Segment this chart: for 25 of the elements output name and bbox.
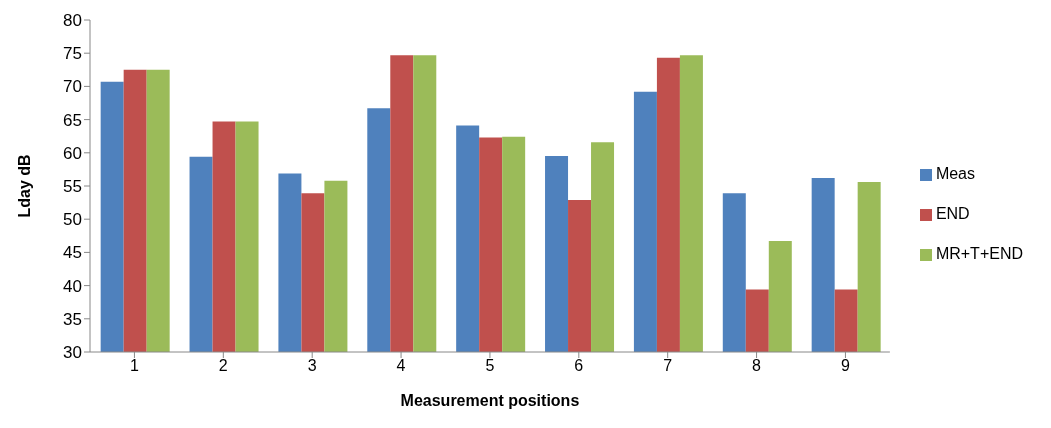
y-tick-label: 35	[63, 309, 82, 329]
y-tick-label: 70	[63, 77, 82, 97]
x-tick-label: 5	[485, 357, 495, 375]
y-tick-label: 75	[63, 44, 82, 64]
y-tick-label: 40	[63, 276, 82, 296]
y-tick-label: 80	[63, 11, 82, 31]
x-tick-label: 9	[840, 357, 850, 375]
y-tick-label: 30	[63, 343, 82, 363]
x-axis-title: Measurement positions	[400, 392, 580, 409]
x-tick-label: 1	[129, 357, 139, 375]
y-tick-label: 45	[63, 243, 82, 263]
x-tick-label: 8	[752, 357, 762, 375]
x-tick-label: 6	[574, 357, 584, 375]
y-tick-label: 55	[63, 177, 82, 197]
legend-label: MR+T+END	[935, 245, 1023, 262]
x-tick-label: 3	[307, 357, 317, 375]
y-tick-label: 50	[63, 210, 82, 230]
legend-label: Meas	[935, 165, 975, 182]
x-tick-label: 4	[396, 357, 406, 375]
y-tick-label: 60	[63, 143, 82, 163]
y-tick-label: 65	[63, 110, 82, 130]
legend-label: END	[935, 205, 970, 222]
y-axis-title: Lday dB	[15, 154, 33, 218]
x-tick-label: 2	[218, 357, 228, 375]
x-tick-label: 7	[663, 357, 673, 375]
